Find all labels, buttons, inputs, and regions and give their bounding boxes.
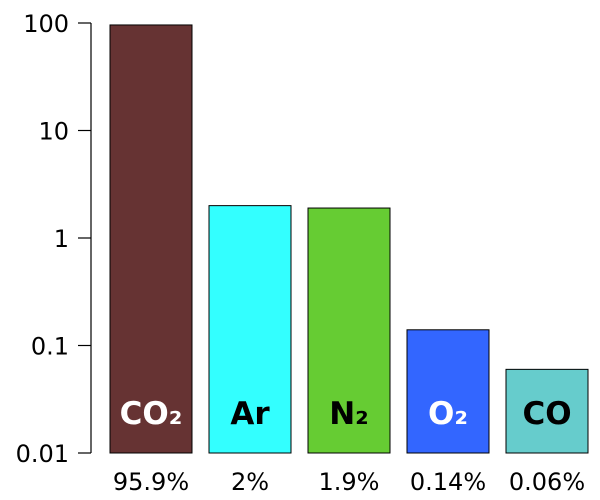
bar — [109, 24, 193, 454]
labels: CO₂ 95.9% Ar 2% N₂ 1.9% O₂ 0.14% CO 0.06% — [113, 396, 585, 496]
bar-category-label: Ar — [230, 396, 270, 432]
bar-category-label: O₂ — [428, 396, 468, 432]
bar-value-label: 2% — [231, 468, 269, 496]
bar-value-label: 0.06% — [509, 468, 585, 496]
bars — [109, 24, 589, 454]
bar — [505, 368, 589, 454]
y-tick-label: 1 — [54, 225, 69, 253]
y-tick-label: 10 — [38, 118, 69, 146]
bar-category-label: N₂ — [329, 396, 369, 432]
bar — [208, 205, 292, 454]
bar-category-label: CO — [522, 396, 571, 432]
y-tick-label: 100 — [23, 10, 69, 38]
bar-category-label: CO₂ — [120, 396, 183, 432]
bar-value-label: 0.14% — [410, 468, 486, 496]
bar-value-label: 95.9% — [113, 468, 189, 496]
bar — [307, 207, 391, 454]
bar — [406, 329, 490, 454]
y-axis: 100 10 1 0.1 0.01 — [16, 10, 92, 468]
y-tick-label: 0.1 — [31, 333, 69, 361]
y-tick-label: 0.01 — [16, 440, 69, 468]
bar-value-label: 1.9% — [319, 468, 380, 496]
